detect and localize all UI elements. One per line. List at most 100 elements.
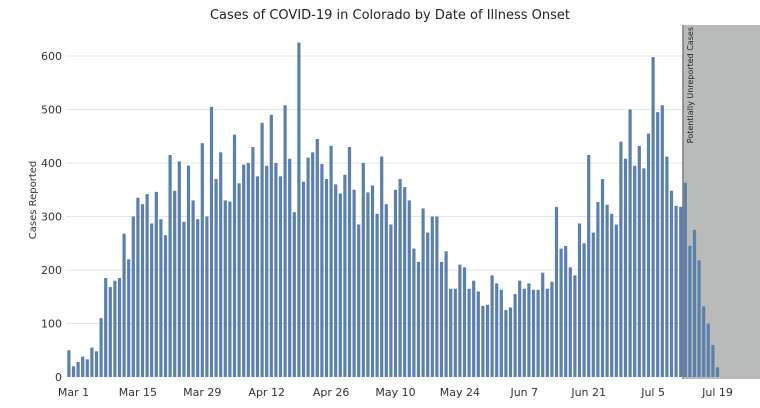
bar	[324, 179, 329, 377]
x-tick-label: Apr 12	[248, 386, 285, 399]
bar	[660, 105, 664, 377]
bar	[407, 200, 411, 377]
bar	[679, 206, 683, 377]
x-tick-labels: Mar 1 Mar 15 Mar 29 Apr 12 Apr 26 May 10 May 2…	[58, 386, 733, 399]
bar	[393, 189, 398, 377]
bar	[485, 304, 490, 377]
bar	[490, 275, 494, 377]
bar	[688, 245, 692, 377]
bar	[140, 204, 145, 377]
bar	[421, 208, 425, 377]
y-tick-label: 300	[41, 211, 62, 224]
x-tick-label: Jul 5	[640, 386, 665, 399]
bar	[531, 289, 536, 377]
bar	[265, 165, 269, 377]
bar	[67, 350, 71, 377]
bar	[81, 356, 85, 377]
bar	[380, 156, 384, 377]
y-tick-labels: 0 100 200 300 400 500 600	[41, 50, 62, 384]
bar	[145, 194, 149, 377]
bar	[559, 248, 563, 377]
bar	[623, 158, 628, 377]
bar	[352, 189, 356, 377]
bar	[545, 288, 549, 377]
bar	[541, 272, 545, 377]
bar	[573, 275, 577, 377]
bar	[467, 288, 471, 377]
bar	[536, 289, 540, 377]
bar	[329, 145, 333, 377]
bar	[297, 42, 301, 377]
bar	[665, 156, 669, 377]
x-tick-label: May 24	[440, 386, 480, 399]
bar	[683, 182, 687, 377]
bar	[435, 216, 439, 377]
bar	[232, 134, 237, 377]
bar	[370, 185, 375, 377]
bar	[513, 294, 517, 377]
bar	[292, 212, 296, 377]
bar	[251, 146, 255, 377]
bar	[223, 200, 227, 377]
bar	[430, 216, 434, 377]
bar	[117, 278, 122, 377]
bar	[334, 184, 338, 377]
y-tick-label: 600	[41, 50, 62, 63]
bar	[219, 152, 223, 377]
bar	[131, 216, 135, 377]
bar	[347, 146, 352, 377]
bar	[154, 191, 158, 377]
bar	[527, 283, 531, 377]
bar	[692, 229, 697, 377]
bar	[674, 205, 678, 377]
bar	[651, 57, 655, 377]
bar	[173, 190, 177, 377]
bar	[416, 261, 421, 377]
bar	[246, 163, 250, 377]
bar	[375, 213, 379, 377]
bar	[564, 245, 568, 377]
bar	[186, 165, 191, 377]
bar	[550, 281, 554, 377]
bar	[182, 221, 186, 377]
bar	[499, 289, 503, 377]
bar	[426, 232, 430, 377]
bar	[255, 176, 260, 377]
bar	[605, 204, 609, 377]
unreported-region-label: Potentially Unreported Cases	[686, 27, 695, 143]
bar	[481, 305, 485, 377]
bar	[472, 280, 476, 377]
bar	[242, 164, 246, 377]
bar	[269, 114, 273, 377]
bar	[200, 143, 204, 377]
bar	[343, 174, 347, 377]
bar	[389, 224, 393, 377]
bar	[582, 243, 586, 377]
bars	[67, 42, 720, 378]
bar	[633, 165, 637, 377]
bar	[306, 157, 310, 377]
bar	[99, 318, 103, 377]
x-tick-label: Mar 15	[119, 386, 157, 399]
bar	[191, 200, 195, 377]
bar	[458, 264, 462, 377]
bar	[614, 224, 618, 377]
bar	[706, 323, 710, 377]
bar	[283, 105, 287, 377]
bar	[646, 133, 651, 377]
bar	[715, 367, 720, 377]
bar	[205, 216, 209, 377]
bar	[453, 288, 457, 377]
bar	[711, 344, 715, 377]
x-tick-label: Apr 26	[313, 386, 350, 399]
bar	[94, 351, 99, 377]
bar	[315, 138, 319, 377]
y-axis-label: Cases Reported	[28, 161, 39, 240]
bar	[209, 106, 214, 377]
bar	[90, 347, 94, 377]
bar	[127, 259, 131, 377]
bar	[697, 260, 701, 377]
bar	[444, 251, 448, 377]
bar	[76, 362, 80, 377]
